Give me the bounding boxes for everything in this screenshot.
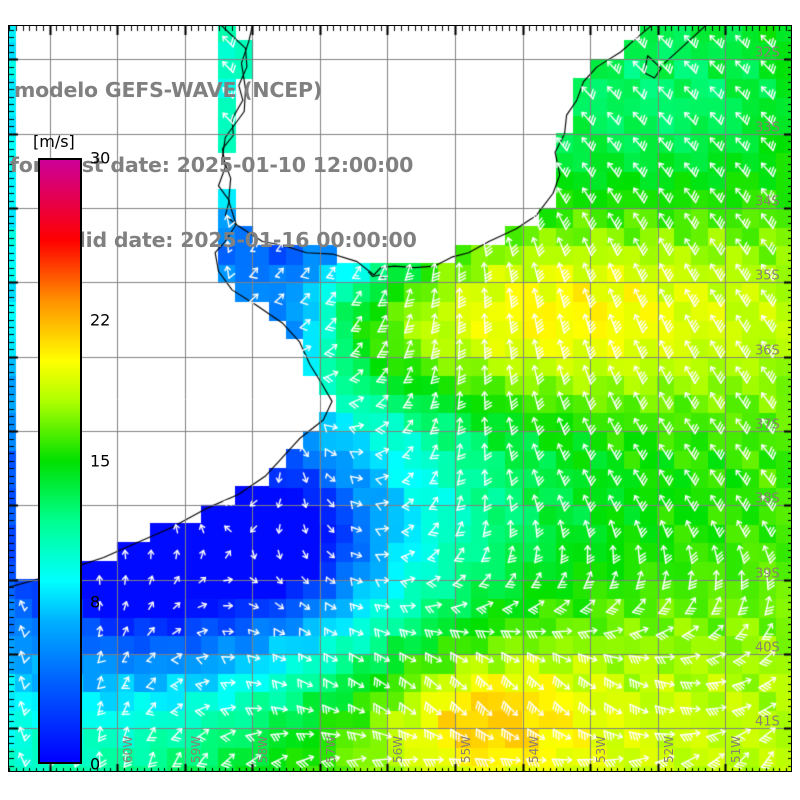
colorbar-gradient bbox=[40, 160, 80, 762]
map-frame: 61W60W59W58W57W56W55W54W53W52W51W32S33S3… bbox=[8, 25, 792, 772]
colorbar-tick-label: 8 bbox=[90, 592, 101, 612]
title-forecast-date: forecast date: 2025-01-10 12:00:00 bbox=[10, 153, 414, 177]
axis-ticks-layer bbox=[9, 26, 791, 771]
page-title: modelo GEFS-WAVE (NCEP) forecast date: 2… bbox=[10, 28, 510, 303]
map-canvas-area: 61W60W59W58W57W56W55W54W53W52W51W32S33S3… bbox=[9, 26, 791, 771]
colorbar-tick-label: 0 bbox=[90, 754, 101, 774]
title-valid-date: valid date: 2025-01-16 00:00:00 bbox=[52, 228, 417, 252]
colorbar-tick-label: 15 bbox=[90, 451, 111, 471]
colorbar-box bbox=[38, 158, 82, 764]
colorbar-tick-label: 22 bbox=[90, 310, 111, 330]
title-model: modelo GEFS-WAVE (NCEP) bbox=[14, 78, 322, 102]
colorbar-unit-label: [m/s] bbox=[33, 132, 75, 151]
colorbar-tick-label: 30 bbox=[90, 148, 111, 168]
colorbar-legend: [m/s] 30 22 15 8 0 bbox=[33, 132, 110, 774]
